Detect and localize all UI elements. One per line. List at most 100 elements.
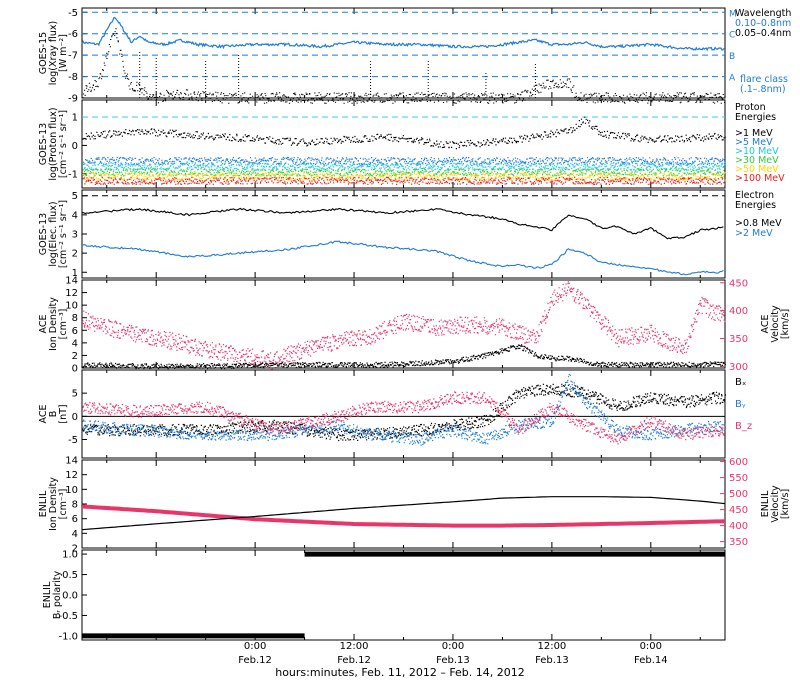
proton-series-0	[82, 116, 726, 150]
y-tick-label: 4	[72, 210, 78, 221]
y-tick-label: 14	[65, 456, 78, 467]
y-tick-label: 5	[72, 389, 78, 400]
xray-short-series	[82, 28, 726, 104]
y-axis-label-line: Ion Density	[48, 297, 59, 351]
proton-legend-entry: >50 MeV	[735, 164, 779, 175]
y-tick-label: 6	[72, 514, 78, 525]
x-tick-date: Feb.12	[337, 655, 371, 666]
y-axis-label-line: log(Proton flux)	[48, 107, 59, 180]
y-tick-label: -1.0	[58, 631, 78, 642]
right-axis-label-line: ENLIL	[760, 490, 771, 517]
y-tick-label: 12	[65, 470, 78, 481]
electron-legend-title: Energies	[735, 200, 776, 211]
flare-class-label: (.1–.8nm)	[740, 84, 786, 95]
electron-series-1	[81, 240, 724, 276]
y-tick-label: 0	[72, 364, 78, 375]
y-tick-label: 10	[65, 301, 78, 312]
x-tick-date: Feb.14	[634, 655, 668, 666]
y-tick-label: 0	[72, 141, 78, 152]
x-tick-time: 0:00	[640, 641, 662, 652]
x-tick-date: Feb.13	[436, 655, 470, 666]
y-tick-label: 3	[72, 230, 78, 241]
y-tick-label: 2	[72, 544, 78, 555]
y-tick-label: 4	[72, 338, 78, 349]
y-tick-label: -8	[68, 72, 78, 83]
x-tick-date: Feb.12	[238, 655, 272, 666]
y-axis-label-line: [nT]	[58, 404, 69, 423]
ace-mag-legend-entry: Bᵧ	[735, 399, 746, 410]
y-axis-label-line: ENLIL	[42, 581, 53, 608]
right-axis-label-line: [km/s]	[780, 309, 791, 339]
proton-legend-entry: >100 MeV	[735, 173, 785, 184]
y-tick-label: 350	[729, 334, 748, 345]
y-tick-label: -6	[68, 29, 78, 40]
panel-frame-xray	[81, 7, 726, 99]
y-axis-label-line: B	[48, 411, 59, 418]
ace-density-series	[82, 344, 726, 370]
ace-velocity-series	[82, 281, 726, 370]
y-tick-label: 10	[65, 485, 78, 496]
y-axis-label-line: [cm⁻² s⁻¹ sr⁻¹]	[58, 110, 69, 178]
electron-legend-title: Electron	[735, 190, 774, 201]
y-axis-label-line: GOES-15	[38, 32, 49, 74]
y-tick-label: -5	[68, 435, 78, 446]
y-tick-label: 2	[72, 249, 78, 260]
y-axis-label-line: [cm⁻³]	[58, 309, 69, 340]
y-tick-label: 400	[729, 521, 748, 532]
ace-mag-series-2	[82, 391, 726, 445]
y-axis-label-line: ACE	[38, 405, 49, 424]
proton-series-1	[82, 156, 726, 166]
y-tick-label: 4	[72, 529, 78, 540]
y-tick-label: 1	[72, 113, 78, 124]
time-axis: 0:00 Feb.12 12:00 Feb.12 0:00 Feb.13 12:00 Feb.…	[238, 641, 667, 666]
proton-legend-entry: >5 MeV	[735, 137, 773, 148]
reference-lines	[82, 11, 725, 417]
enlil-density-series	[81, 496, 726, 531]
y-axis-label-line: [cm⁻³]	[58, 489, 69, 520]
ace-mag-series-0	[82, 383, 727, 442]
y-tick-label: 450	[729, 278, 748, 289]
y-tick-label: 350	[729, 537, 748, 548]
data-series	[81, 16, 727, 639]
y-tick-label: 8	[72, 313, 78, 324]
xray-legend-entry: 0.05–0.4nm	[735, 28, 791, 39]
y-tick-label: -9	[68, 94, 78, 105]
panel-frame-enlil_plasma	[81, 459, 726, 549]
y-tick-label: 2	[72, 351, 78, 362]
y-tick-label: -0.5	[58, 611, 78, 622]
flare-class-letter: M	[729, 9, 737, 19]
panel-frames	[81, 7, 726, 641]
y-tick-label: -1	[68, 169, 78, 180]
electron-legend-entry: >2 MeV	[735, 228, 773, 239]
proton-legend-entry: >10 MeV	[735, 146, 779, 157]
y-tick-label: 1	[72, 268, 78, 279]
right-axis-label-line: [km/s]	[780, 489, 791, 519]
x-tick-time: 12:00	[537, 641, 566, 652]
y-tick-label: 1.0	[62, 550, 78, 561]
y-tick-label: -7	[68, 51, 78, 62]
y-tick-label: 14	[65, 276, 78, 287]
x-tick-date: Feb.13	[535, 655, 569, 666]
xray-legend-title: Wavelength	[735, 8, 791, 19]
y-tick-label: 450	[729, 505, 748, 516]
panel-frame-ace_mag	[81, 369, 726, 459]
y-axis-label-line: log(Xray flux)	[48, 21, 59, 85]
panel-frame-ace_plasma	[81, 279, 726, 369]
y-axis-label-line: GOES-13	[38, 213, 49, 255]
y-axis-label-line: Ion Density	[48, 477, 59, 531]
y-tick-label: 500	[729, 489, 748, 500]
x-tick-time: 12:00	[340, 641, 369, 652]
tick-labels: -5-6-7-8-910-154321141210864204504003503…	[58, 8, 748, 643]
y-axis-label-line: ACE	[38, 315, 49, 334]
right-axis-label-line: Velocity	[770, 305, 781, 343]
y-tick-label: 8	[72, 500, 78, 511]
y-axis-label-line: GOES-13	[38, 123, 49, 165]
proton-series-3	[82, 168, 726, 177]
enlil-velocity-series	[81, 504, 726, 528]
y-axis-label-line: [W m⁻²]	[58, 34, 69, 72]
flare-class-letter: A	[729, 74, 736, 84]
right-axis-label-line: ACE	[760, 315, 771, 334]
proton-legend-entry: >1 MeV	[735, 128, 773, 139]
y-axis-label-line: [cm⁻² s⁻¹ sr⁻¹]	[58, 200, 69, 268]
